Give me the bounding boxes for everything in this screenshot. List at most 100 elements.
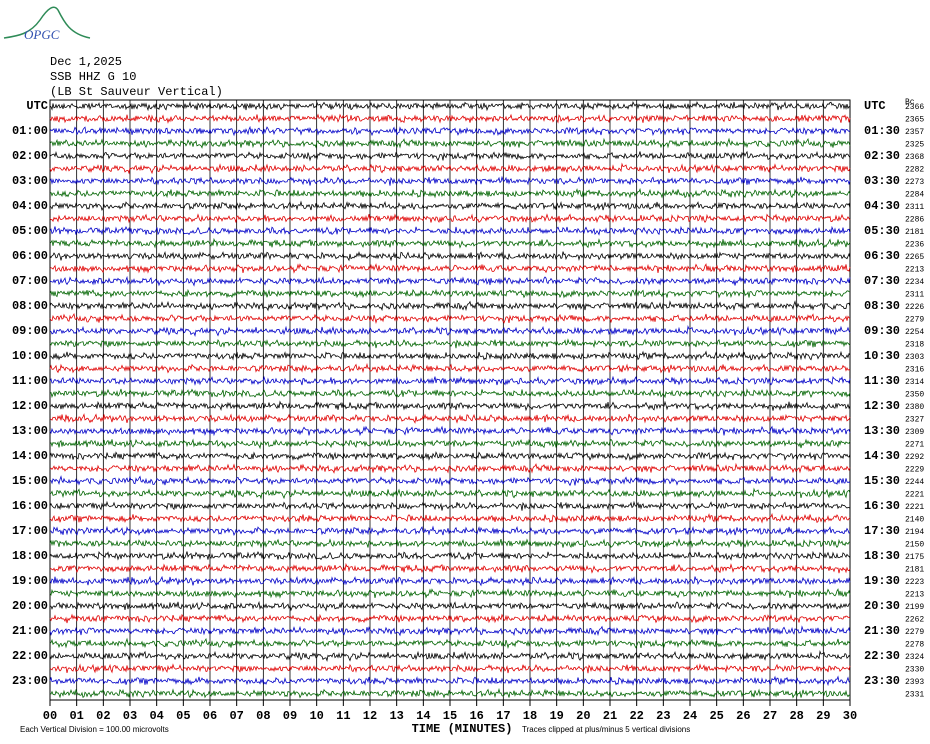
trace-value: 2330 bbox=[905, 666, 924, 675]
row-label-right: 03:30 bbox=[864, 174, 900, 188]
row-label-left: 01:00 bbox=[12, 124, 48, 138]
trace-value: 2303 bbox=[905, 353, 924, 362]
trace bbox=[49, 375, 851, 386]
row-label-left: 07:00 bbox=[12, 274, 48, 288]
trace-value: 2150 bbox=[905, 541, 924, 550]
row-label-left: 23:00 bbox=[12, 674, 48, 688]
row-label-right: 21:30 bbox=[864, 624, 900, 638]
row-label-right: 08:30 bbox=[864, 299, 900, 313]
row-label-left: 02:00 bbox=[12, 149, 48, 163]
x-tick-label: 19 bbox=[549, 709, 563, 723]
row-label-left: 08:00 bbox=[12, 299, 48, 313]
trace bbox=[49, 213, 851, 224]
row-label-left: 21:00 bbox=[12, 624, 48, 638]
row-label-right: 01:30 bbox=[864, 124, 900, 138]
x-tick-label: 04 bbox=[149, 709, 163, 723]
trace bbox=[49, 487, 851, 500]
row-label-left: 14:00 bbox=[12, 449, 48, 463]
trace-value: 2223 bbox=[905, 578, 924, 587]
trace bbox=[49, 475, 851, 487]
trace-value: 2292 bbox=[905, 453, 924, 462]
row-label-right: 02:30 bbox=[864, 149, 900, 163]
row-label-right: 06:30 bbox=[864, 249, 900, 263]
trace bbox=[49, 275, 851, 287]
trace-value: 2199 bbox=[905, 603, 924, 612]
x-tick-label: 11 bbox=[336, 709, 350, 723]
trace-value: 2309 bbox=[905, 428, 924, 437]
trace-value: 2357 bbox=[905, 128, 924, 137]
trace bbox=[49, 400, 851, 412]
station: SSB HHZ G 10 bbox=[50, 70, 136, 84]
trace bbox=[50, 525, 851, 536]
trace bbox=[49, 137, 851, 149]
trace-value: 2316 bbox=[905, 366, 924, 375]
row-label-right: UTC bbox=[864, 99, 886, 113]
trace-value: 2213 bbox=[905, 266, 924, 275]
x-tick-label: 15 bbox=[443, 709, 457, 723]
row-label-left: 09:00 bbox=[12, 324, 48, 338]
row-label-right: 05:30 bbox=[864, 224, 900, 238]
x-tick-label: 13 bbox=[389, 709, 403, 723]
trace-value: 2284 bbox=[905, 191, 924, 200]
x-axis-label: TIME (MINUTES) bbox=[412, 722, 513, 736]
row-label-right: 14:30 bbox=[864, 449, 900, 463]
row-label-right: 22:30 bbox=[864, 649, 900, 663]
trace-value: 2229 bbox=[905, 466, 924, 475]
trace bbox=[49, 562, 851, 574]
trace bbox=[49, 687, 851, 699]
trace bbox=[49, 425, 851, 437]
x-tick-label: 14 bbox=[416, 709, 430, 723]
trace-value: 2279 bbox=[905, 628, 924, 637]
trace-value: 2234 bbox=[905, 278, 924, 287]
x-tick-label: 28 bbox=[789, 709, 803, 723]
trace bbox=[49, 362, 851, 374]
trace bbox=[49, 187, 851, 199]
x-tick-label: 25 bbox=[709, 709, 723, 723]
row-label-left: 06:00 bbox=[12, 249, 48, 263]
trace bbox=[49, 663, 851, 674]
trace-value: 2327 bbox=[905, 416, 924, 425]
trace-value: 2368 bbox=[905, 153, 924, 162]
trace bbox=[49, 637, 851, 650]
row-label-right: 13:30 bbox=[864, 424, 900, 438]
trace bbox=[49, 550, 851, 561]
trace-value: 2286 bbox=[905, 216, 924, 225]
trace-value: 2236 bbox=[905, 241, 924, 250]
row-label-right: 12:30 bbox=[864, 399, 900, 413]
x-tick-label: 07 bbox=[229, 709, 243, 723]
logo-curve bbox=[3, 6, 91, 39]
trace-value: 2318 bbox=[905, 341, 924, 350]
trace-value: 2175 bbox=[905, 553, 924, 562]
trace bbox=[49, 338, 851, 349]
trace bbox=[49, 175, 851, 186]
x-tick-label: 00 bbox=[43, 709, 57, 723]
footer-left: Each Vertical Division = 100.00 microvol… bbox=[20, 725, 169, 734]
trace-value: 2325 bbox=[905, 141, 924, 150]
row-label-left: 17:00 bbox=[12, 524, 48, 538]
trace bbox=[49, 438, 851, 450]
row-label-right: 18:30 bbox=[864, 549, 900, 563]
trace-value: 2311 bbox=[905, 203, 924, 212]
trace bbox=[49, 150, 851, 162]
trace bbox=[49, 388, 851, 399]
trace-value: 2213 bbox=[905, 591, 924, 600]
trace-value: 2282 bbox=[905, 166, 924, 175]
trace bbox=[49, 500, 851, 511]
location: (LB St Sauveur Vertical) bbox=[50, 85, 223, 99]
corner-label: Bc bbox=[905, 98, 915, 107]
row-label-right: 23:30 bbox=[864, 674, 900, 688]
trace-value: 2181 bbox=[905, 228, 924, 237]
trace-value: 2244 bbox=[905, 478, 924, 487]
row-label-left: 22:00 bbox=[12, 649, 48, 663]
trace bbox=[49, 125, 851, 137]
trace bbox=[49, 237, 851, 249]
trace-value: 2265 bbox=[905, 253, 924, 262]
trace bbox=[49, 263, 851, 274]
row-label-right: 11:30 bbox=[864, 374, 900, 388]
row-label-left: 04:00 bbox=[12, 199, 48, 213]
x-tick-label: 18 bbox=[523, 709, 537, 723]
trace bbox=[49, 413, 851, 424]
row-label-left: 13:00 bbox=[12, 424, 48, 438]
trace bbox=[49, 649, 851, 662]
row-label-left: 20:00 bbox=[12, 599, 48, 613]
